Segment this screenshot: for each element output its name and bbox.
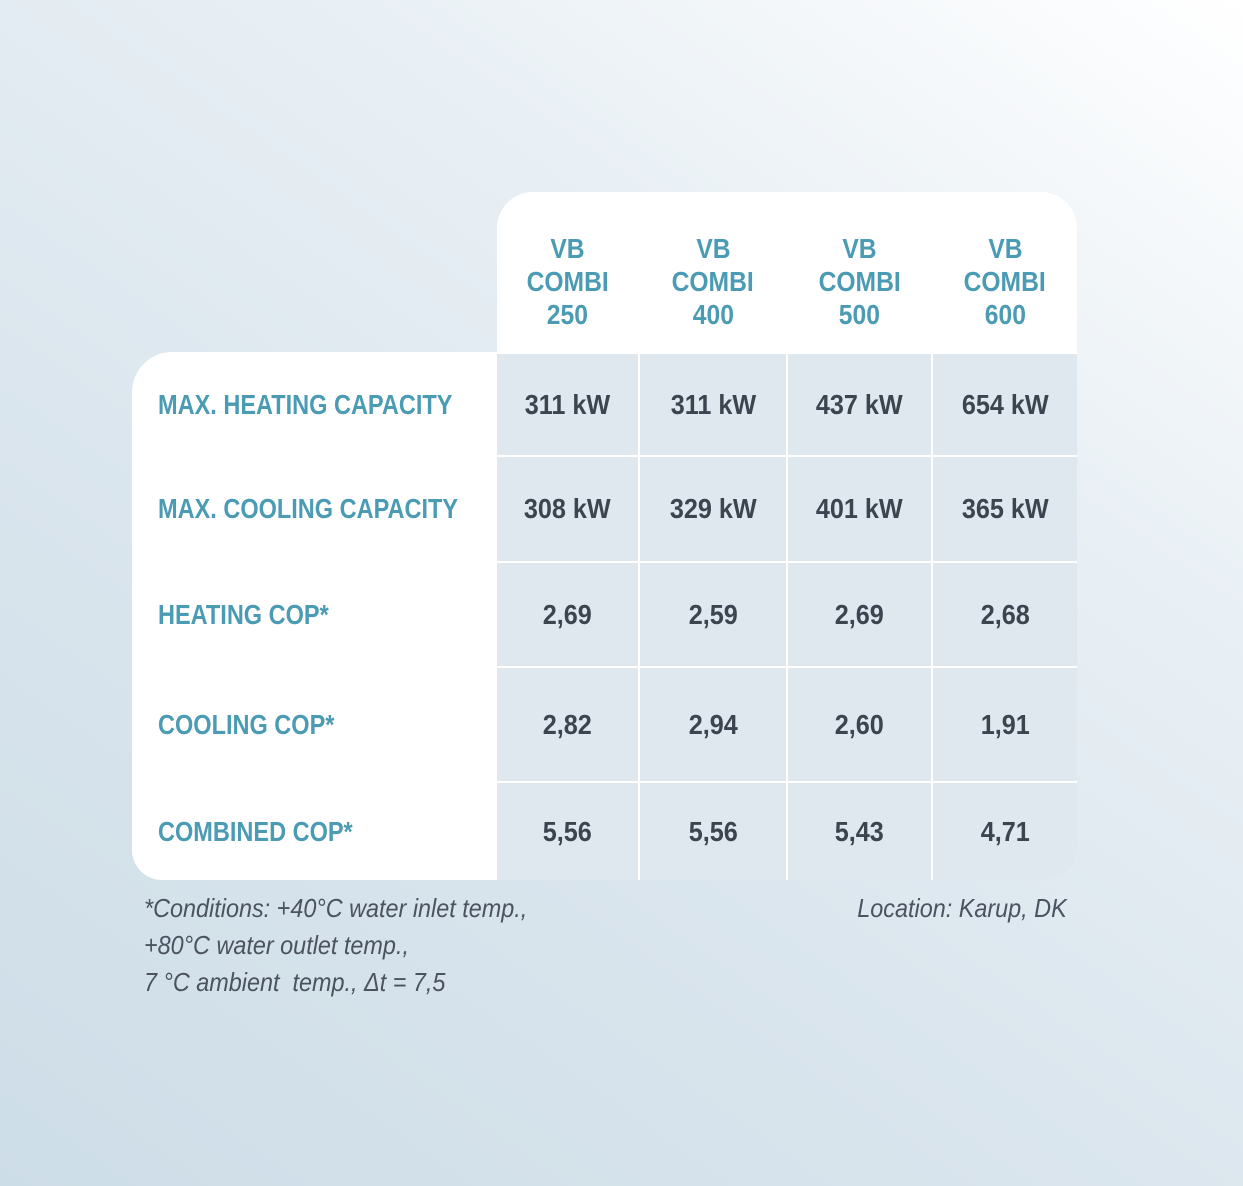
cell-value: 311 kW — [670, 388, 756, 420]
cell-value: 329 kW — [669, 493, 757, 524]
column-header-line: 500 — [838, 298, 881, 330]
column-header-line: VB — [550, 232, 585, 264]
table-cell: 5,43 — [788, 783, 931, 880]
row-label: COMBINED COP* — [158, 783, 390, 880]
cell-value: 2,60 — [834, 708, 885, 740]
column-header-line: COMBI — [671, 265, 755, 297]
cell-value: 311 kW — [524, 388, 611, 420]
table-cell: 5,56 — [640, 783, 786, 880]
table-cell: 2,69 — [788, 563, 931, 666]
column-header-line: COMBI — [526, 265, 609, 297]
table-cell: 311 kW — [497, 354, 638, 455]
column-header-line: COMBI — [818, 265, 901, 297]
column-header-line: VB — [987, 232, 1023, 264]
cell-value: 2,82 — [542, 708, 593, 740]
column-header-line: VB — [842, 232, 877, 264]
footnote-location: Location: Karup, DK — [834, 890, 1067, 927]
cell-value: 437 kW — [816, 388, 903, 420]
row-label: HEATING COP* — [158, 563, 361, 666]
row-label-text: MAX. COOLING CAPACITY — [158, 493, 459, 524]
table-cell: 5,56 — [497, 783, 638, 880]
cell-value: 2,69 — [542, 598, 593, 630]
column-header: VB COMBI 400 — [640, 226, 786, 336]
column-header-line: 600 — [984, 298, 1026, 330]
row-label-text: HEATING COP* — [158, 598, 329, 630]
cell-value: 1,91 — [980, 708, 1030, 740]
cell-value: 2,69 — [834, 598, 885, 630]
table-cell: 1,91 — [933, 668, 1077, 781]
table-cell: 2,60 — [788, 668, 931, 781]
footnote-line: *Conditions: +40°C water inlet temp., — [144, 893, 528, 923]
cell-value: 4,71 — [980, 815, 1030, 847]
table-cell: 2,94 — [640, 668, 786, 781]
footnote-line: +80°C water outlet temp., — [144, 930, 409, 960]
table-cell: 308 kW — [497, 457, 638, 561]
row-label-text: MAX. HEATING CAPACITY — [158, 388, 453, 420]
row-label-text: COMBINED COP* — [158, 815, 353, 847]
table-cell: 365 kW — [933, 457, 1077, 561]
cell-value: 5,56 — [542, 815, 593, 847]
table-cell: 654 kW — [933, 354, 1077, 455]
table-cell: 329 kW — [640, 457, 786, 561]
table-cell: 2,69 — [497, 563, 638, 666]
table-cell: 4,71 — [933, 783, 1077, 880]
cell-value: 401 kW — [816, 493, 903, 524]
table-cell: 2,59 — [640, 563, 786, 666]
cell-value: 308 kW — [524, 493, 611, 524]
cell-value: 654 kW — [961, 388, 1049, 420]
column-header-line: 400 — [692, 298, 734, 330]
column-header-line: 250 — [546, 298, 589, 330]
row-label: COOLING COP* — [158, 668, 368, 781]
cell-value: 365 kW — [961, 493, 1049, 524]
cell-value: 2,68 — [980, 598, 1030, 630]
table-cell: 437 kW — [788, 354, 931, 455]
column-header: VB COMBI 250 — [497, 226, 638, 336]
location-text: Location: Karup, DK — [857, 893, 1067, 923]
cell-value: 5,56 — [688, 815, 738, 847]
cell-value: 2,94 — [688, 708, 738, 740]
footnote-conditions: *Conditions: +40°C water inlet temp., +8… — [144, 890, 570, 1001]
table-cell: 401 kW — [788, 457, 931, 561]
row-label: MAX. COOLING CAPACITY — [158, 457, 515, 561]
header-panel — [497, 192, 1077, 354]
row-label: MAX. HEATING CAPACITY — [158, 354, 509, 455]
cell-value: 5,43 — [834, 815, 885, 847]
table-cell: 311 kW — [640, 354, 786, 455]
cell-value: 2,59 — [688, 598, 738, 630]
table-cell: 2,82 — [497, 668, 638, 781]
column-header: VB COMBI 500 — [788, 226, 931, 336]
column-header: VB COMBI 600 — [933, 226, 1077, 336]
footnote-line: 7 °C ambient temp., Δt = 7,5 — [144, 967, 446, 997]
row-label-text: COOLING COP* — [158, 708, 335, 740]
column-header-line: VB — [695, 232, 731, 264]
table-cell: 2,68 — [933, 563, 1077, 666]
column-header-line: COMBI — [963, 265, 1047, 297]
